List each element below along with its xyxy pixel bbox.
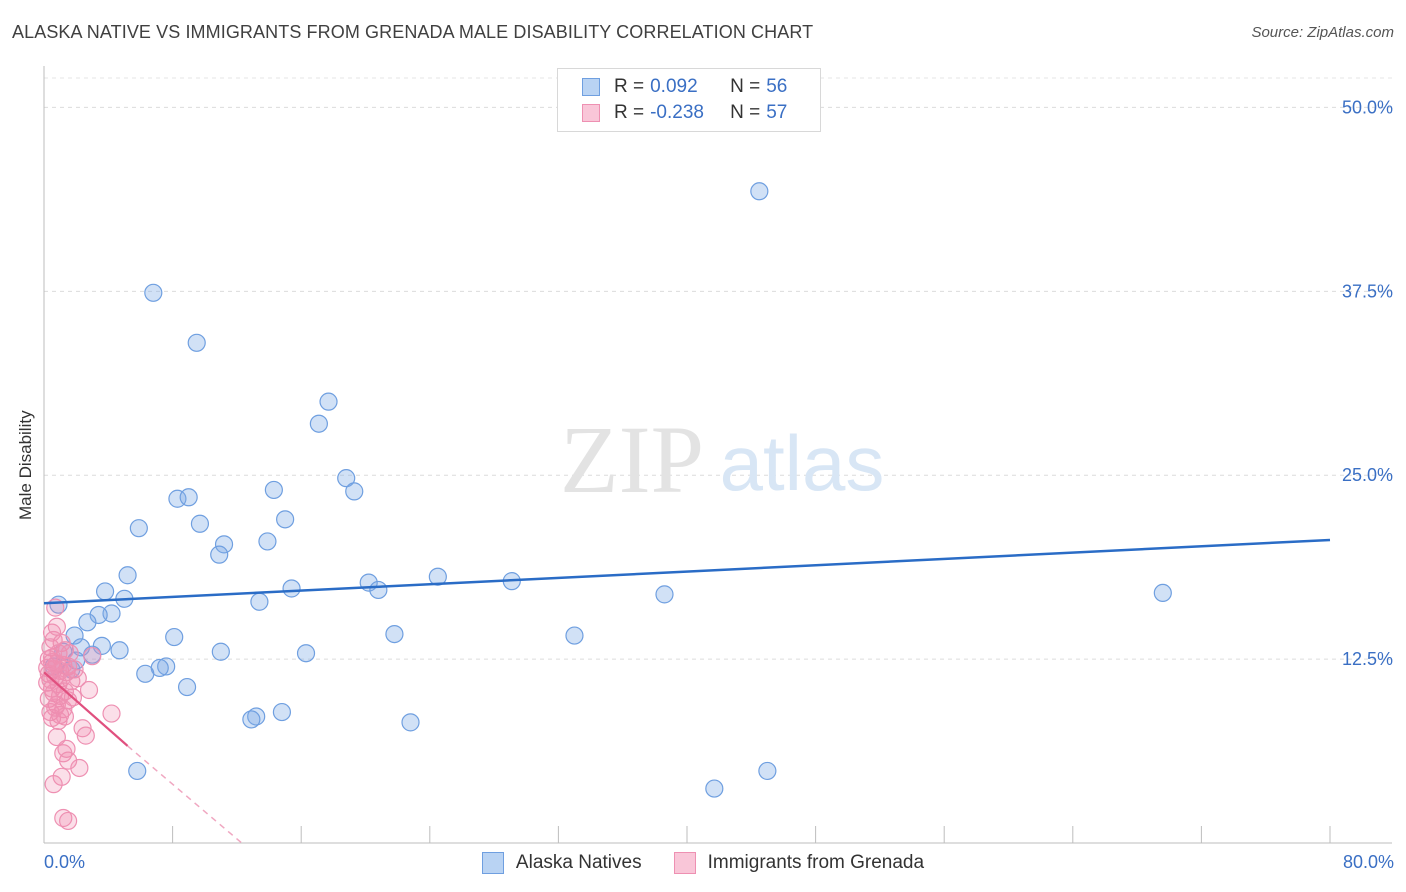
- point-alaska-natives: [258, 532, 277, 551]
- point-alaska-natives: [247, 707, 266, 726]
- point-alaska-natives: [337, 469, 356, 488]
- point-alaska-natives: [78, 613, 97, 632]
- point-grenada: [47, 727, 66, 747]
- point-alaska-natives: [264, 480, 283, 500]
- point-alaska-natives: [655, 585, 674, 604]
- point-alaska-natives: [282, 579, 301, 598]
- point-alaska-natives: [296, 644, 316, 663]
- point-alaska-natives: [401, 713, 420, 732]
- point-alaska-natives: [385, 624, 404, 644]
- watermark-zip: ZIP: [560, 406, 704, 513]
- legend-label: Alaska Natives: [515, 852, 642, 873]
- point-grenada: [42, 648, 62, 667]
- point-alaska-natives: [309, 414, 328, 433]
- point-grenada: [102, 704, 121, 723]
- point-alaska-natives: [211, 642, 230, 661]
- legend-swatch-blue: [481, 852, 504, 874]
- point-alaska-natives: [49, 595, 68, 614]
- point-alaska-natives: [89, 605, 108, 625]
- point-alaska-natives: [190, 514, 210, 533]
- legend-row-blue: R = 0.092 N = 56: [582, 75, 787, 99]
- point-alaska-natives: [276, 510, 295, 529]
- point-grenada: [70, 758, 89, 778]
- series-alaska-natives: [44, 182, 1172, 798]
- point-alaska-natives: [177, 677, 197, 697]
- point-alaska-natives: [750, 182, 769, 201]
- point-grenada: [68, 669, 87, 688]
- axes: [43, 66, 1392, 844]
- y-tick-label: 50.0%: [1342, 97, 1393, 117]
- point-alaska-natives: [95, 582, 115, 601]
- point-alaska-natives: [250, 592, 269, 611]
- legend-row-pink: R = -0.238 N = 57: [582, 101, 787, 125]
- point-alaska-natives: [428, 567, 447, 586]
- legend-label: Immigrants from Grenada: [707, 852, 925, 873]
- legend-n-label: N =: [730, 76, 761, 97]
- legend-n-value: 56: [766, 76, 788, 97]
- y-tick-labels: 12.5% 25.0% 37.5% 50.0%: [1342, 97, 1393, 669]
- point-alaska-natives: [705, 779, 724, 798]
- point-alaska-natives: [758, 761, 777, 781]
- legend-swatch-pink: [673, 852, 696, 874]
- point-alaska-natives: [144, 283, 163, 302]
- legend-r-label: R =: [614, 76, 645, 97]
- point-alaska-natives: [369, 580, 388, 600]
- point-alaska-natives: [1153, 583, 1172, 603]
- source-label: Source: ZipAtlas.com: [1251, 24, 1394, 41]
- trend-lines: [43, 538, 1331, 844]
- point-alaska-natives: [110, 641, 129, 660]
- y-tick-label: 25.0%: [1342, 465, 1393, 485]
- point-alaska-natives: [187, 333, 206, 352]
- point-alaska-natives: [345, 482, 364, 501]
- trend-line-grenada-extension: [127, 745, 243, 844]
- point-grenada: [59, 751, 78, 770]
- point-alaska-natives: [272, 702, 292, 722]
- trend-line-alaska-natives: [43, 538, 1331, 605]
- trend-line-grenada: [43, 671, 129, 747]
- point-grenada: [44, 775, 63, 794]
- point-grenada: [76, 726, 95, 745]
- point-alaska-natives: [565, 626, 584, 645]
- legend-item-alaska-natives: Alaska Natives: [481, 852, 642, 874]
- legend-n-value: 57: [766, 102, 788, 123]
- point-grenada: [46, 698, 65, 717]
- legend-swatch-pink: [582, 104, 600, 122]
- x-tick-label-min: 0.0%: [44, 852, 86, 872]
- point-grenada: [79, 680, 99, 700]
- legend-item-grenada: Immigrants from Grenada: [673, 852, 925, 874]
- legend-r-value: -0.238: [650, 102, 704, 123]
- point-alaska-natives: [242, 710, 261, 729]
- point-alaska-natives: [179, 488, 198, 507]
- point-alaska-natives: [165, 627, 184, 647]
- legend-n-label: N =: [730, 102, 761, 123]
- point-grenada: [54, 808, 73, 828]
- point-grenada: [83, 647, 102, 666]
- chart-title: ALASKA NATIVE VS IMMIGRANTS FROM GRENADA…: [12, 22, 814, 42]
- point-alaska-natives: [128, 761, 147, 781]
- y-tick-label: 12.5%: [1342, 649, 1393, 669]
- legend-r-label: R =: [614, 102, 645, 123]
- legend-r-value: 0.092: [650, 76, 698, 97]
- point-alaska-natives: [157, 657, 176, 676]
- point-alaska-natives: [210, 545, 229, 564]
- point-alaska-natives: [136, 664, 155, 683]
- legend-swatch-blue: [582, 78, 600, 96]
- y-tick-label: 37.5%: [1342, 281, 1393, 301]
- x-tick-label-max: 80.0%: [1342, 852, 1394, 872]
- point-alaska-natives: [214, 535, 234, 554]
- point-alaska-natives: [118, 566, 137, 585]
- series-immigrants-grenada: [38, 598, 121, 831]
- series-legend: Alaska Natives Immigrants from Grenada: [0, 852, 1406, 874]
- gridlines: [44, 77, 1392, 660]
- point-grenada: [59, 811, 78, 831]
- watermark-atlas: atlas: [720, 419, 885, 507]
- correlation-legend: R = 0.092 N = 56 R = -0.238 N = 57: [557, 68, 821, 132]
- point-alaska-natives: [319, 392, 338, 411]
- y-axis-label: Male Disability: [16, 410, 35, 520]
- point-alaska-natives: [129, 519, 148, 538]
